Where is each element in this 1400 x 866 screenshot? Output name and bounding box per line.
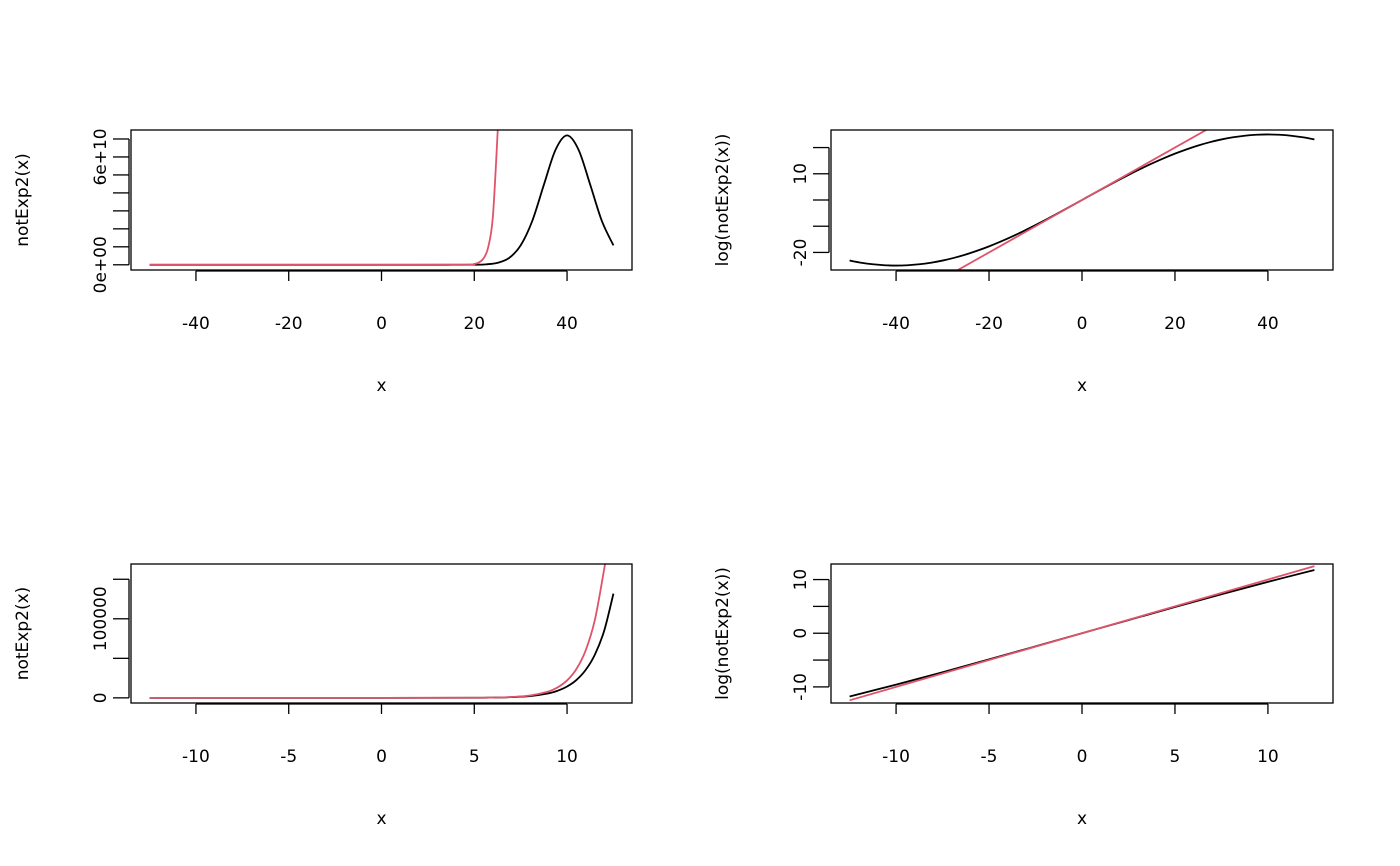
x-tick-label: 5	[1170, 747, 1181, 767]
x-tick-label: 20	[463, 314, 485, 334]
x-tick-label: 10	[1257, 747, 1279, 767]
panel-3: -10 -5 0 5 10 0 100000 x notExp2(x)	[13, 563, 633, 829]
y-axis-label: notExp2(x)	[13, 587, 33, 681]
x-tick-label: 5	[469, 747, 480, 767]
panel-2: -40 -20 0 20 40 -20 10 x log(notExp2(x))	[713, 129, 1334, 396]
x-tick-label: 40	[1257, 314, 1279, 334]
x-tick-label: 0	[376, 314, 387, 334]
y-tick-label: 0	[91, 692, 111, 703]
x-tick-label: -10	[182, 747, 210, 767]
x-tick-label: -20	[275, 314, 303, 334]
plot-frame	[130, 129, 633, 271]
y-tick-label: -10	[791, 673, 811, 701]
x-tick-label: -40	[182, 314, 210, 334]
series-line-black	[149, 134, 615, 266]
x-tick-label: 10	[556, 747, 578, 767]
series-line-red	[149, 130, 499, 266]
y-axis-label: log(notExp2(x))	[713, 567, 733, 700]
plot-frame	[830, 129, 1334, 271]
y-tick-label: 0e+00	[91, 236, 111, 293]
y-tick-label: 10	[791, 569, 811, 591]
y-tick-label: 10	[791, 163, 811, 185]
y-tick-label: 0	[791, 628, 811, 639]
y-tick-label: 100000	[91, 586, 111, 651]
panel-4: -10 -5 0 5 10 -10 0 10 x log(notExp2(x))	[713, 563, 1334, 829]
panel-1: -40 -20 0 20 40 0e+00 6e+10 x notExp2(x)	[13, 128, 633, 396]
y-axis-label: log(notExp2(x))	[713, 134, 733, 267]
x-tick-label: -10	[882, 747, 910, 767]
x-tick-label: -20	[975, 314, 1003, 334]
series-line-red	[149, 564, 606, 699]
series-line-black	[149, 593, 615, 699]
plot-frame	[830, 563, 1334, 704]
x-tick-label: 0	[1077, 314, 1088, 334]
x-axis-label: x	[1077, 809, 1087, 829]
x-tick-label: 40	[556, 314, 578, 334]
x-tick-label: 0	[376, 747, 387, 767]
series-line-red	[849, 565, 1315, 702]
x-tick-label: 20	[1164, 314, 1186, 334]
x-tick-label: -5	[280, 747, 297, 767]
x-tick-label: 0	[1077, 747, 1088, 767]
x-axis-label: x	[376, 376, 386, 396]
x-axis-label: x	[376, 809, 386, 829]
x-tick-label: -40	[882, 314, 910, 334]
series-line-red	[956, 130, 1208, 270]
y-axis-label: notExp2(x)	[13, 153, 33, 247]
x-axis-label: x	[1077, 376, 1087, 396]
plot-frame	[130, 563, 633, 704]
y-tick-label: 6e+10	[91, 128, 111, 185]
y-tick-label: -20	[791, 239, 811, 267]
x-tick-label: -5	[981, 747, 998, 767]
